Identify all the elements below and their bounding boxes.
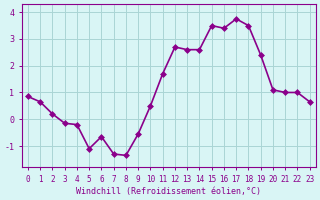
X-axis label: Windchill (Refroidissement éolien,°C): Windchill (Refroidissement éolien,°C) (76, 187, 261, 196)
